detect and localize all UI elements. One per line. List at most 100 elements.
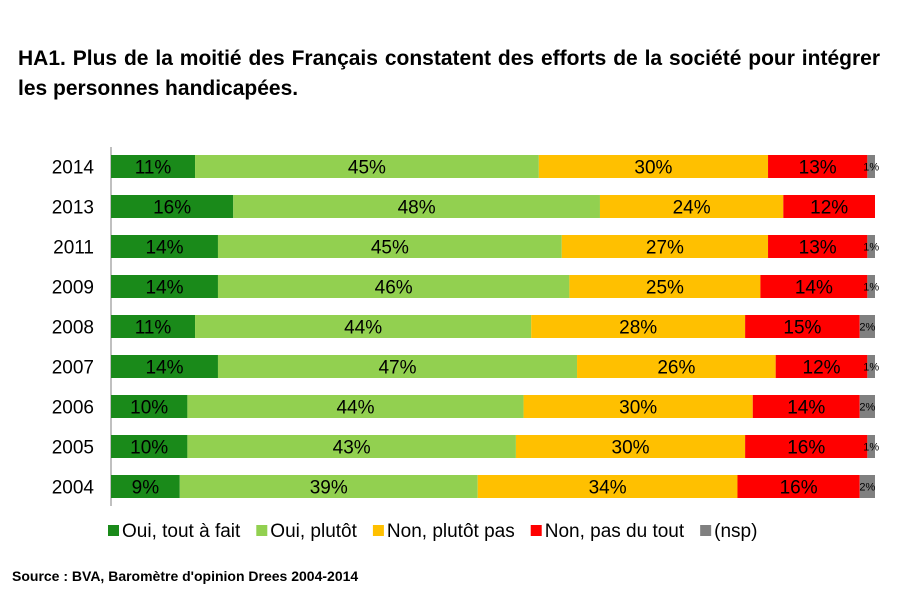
- bar-segment: [111, 195, 234, 218]
- bar-segment: [217, 235, 562, 258]
- bar-segment: [577, 355, 776, 378]
- bar-segment: [752, 395, 860, 418]
- bar-segment: [195, 315, 532, 338]
- bar-segment: [111, 435, 188, 458]
- bar-segment: [111, 475, 180, 498]
- data-label: 2%: [859, 322, 875, 334]
- data-label: 43%: [333, 438, 371, 459]
- data-label: 39%: [310, 478, 348, 499]
- bar-segment: [187, 435, 516, 458]
- category-label: 2013: [52, 198, 94, 219]
- bar-segment: [523, 395, 753, 418]
- bar-segment: [867, 355, 875, 378]
- category-label: 2007: [52, 358, 94, 379]
- bar-segment: [111, 275, 218, 298]
- legend-swatch: [700, 525, 712, 536]
- bar-segment: [195, 155, 539, 178]
- bar-segment: [569, 275, 761, 298]
- chart-title: HA1. Plus de la moitié des Français cons…: [18, 47, 880, 100]
- legend-label: Oui, tout à fait: [122, 521, 241, 542]
- category-label: 2008: [52, 318, 94, 339]
- legend-swatch: [256, 525, 268, 536]
- data-label: 16%: [787, 438, 825, 459]
- legend-label: Non, pas du tout: [545, 521, 685, 542]
- category-label: 2011: [53, 238, 94, 259]
- legend-swatch: [530, 525, 542, 536]
- bar-segment: [179, 475, 478, 498]
- data-label: 1%: [863, 282, 879, 294]
- data-label: 28%: [619, 318, 657, 339]
- legend-label: Non, plutôt pas: [387, 521, 515, 542]
- legend-label: (nsp): [714, 521, 757, 542]
- data-label: 1%: [863, 162, 879, 174]
- data-label: 45%: [371, 238, 409, 259]
- data-label: 44%: [336, 398, 374, 419]
- category-label: 2005: [52, 438, 94, 459]
- data-label: 45%: [348, 158, 386, 179]
- bar-segment: [867, 235, 875, 258]
- data-label: 34%: [589, 478, 627, 499]
- data-label: 26%: [657, 358, 695, 379]
- category-label: 2006: [52, 398, 94, 419]
- bar-segment: [768, 155, 868, 178]
- data-label: 1%: [863, 362, 879, 374]
- data-label: 30%: [634, 158, 672, 179]
- bar-segment: [515, 435, 746, 458]
- legend-swatch: [372, 525, 384, 536]
- category-label: 2009: [52, 278, 94, 299]
- data-label: 16%: [780, 478, 818, 499]
- data-label: 14%: [787, 398, 825, 419]
- bar-segment: [538, 155, 769, 178]
- data-label: 14%: [145, 238, 183, 259]
- data-label: 2%: [859, 402, 875, 414]
- category-label: 2004: [52, 478, 95, 499]
- bar-segment: [187, 395, 524, 418]
- bar-segment: [745, 435, 868, 458]
- bar-segment: [217, 275, 570, 298]
- bar-segment: [745, 315, 860, 338]
- data-label: 11%: [135, 158, 172, 179]
- bar-segment: [867, 435, 875, 458]
- data-label: 12%: [810, 198, 848, 219]
- data-label: 13%: [799, 158, 837, 179]
- bar-segment: [768, 235, 868, 258]
- legend-swatch: [108, 525, 119, 536]
- data-label: 14%: [795, 278, 833, 299]
- bar-segment: [737, 475, 860, 498]
- bar-segment: [775, 355, 868, 378]
- data-label: 30%: [612, 438, 650, 459]
- bar-segment: [599, 195, 784, 218]
- data-label: 46%: [375, 278, 413, 299]
- data-label: 27%: [646, 238, 684, 259]
- bar-segment: [867, 155, 875, 178]
- bar-segment: [233, 195, 600, 218]
- data-label: 25%: [646, 278, 684, 299]
- bar-segment: [859, 395, 875, 418]
- bar-segment: [111, 395, 188, 418]
- data-label: 14%: [145, 278, 183, 299]
- data-label: 2%: [859, 482, 875, 494]
- bar-segment: [859, 315, 875, 338]
- bar-segment: [477, 475, 738, 498]
- data-label: 10%: [130, 398, 168, 419]
- bar-segment: [760, 275, 868, 298]
- data-label: 10%: [130, 438, 168, 459]
- data-label: 9%: [132, 478, 160, 499]
- bar-segment: [111, 315, 196, 338]
- data-label: 1%: [863, 442, 879, 454]
- bar-segment: [111, 355, 218, 378]
- source-note: Source : BVA, Baromètre d'opinion Drees …: [12, 568, 359, 584]
- data-label: 30%: [619, 398, 657, 419]
- bar-segment: [531, 315, 746, 338]
- data-label: 13%: [799, 238, 837, 259]
- legend-label: Oui, plutôt: [270, 521, 357, 542]
- bar-segment: [561, 235, 769, 258]
- data-label: 44%: [344, 318, 382, 339]
- bar-segment: [783, 195, 875, 218]
- category-label: 2014: [52, 158, 95, 179]
- data-label: 15%: [783, 318, 821, 339]
- data-label: 12%: [803, 358, 841, 379]
- bar-segment: [859, 475, 875, 498]
- data-label: 48%: [398, 198, 436, 219]
